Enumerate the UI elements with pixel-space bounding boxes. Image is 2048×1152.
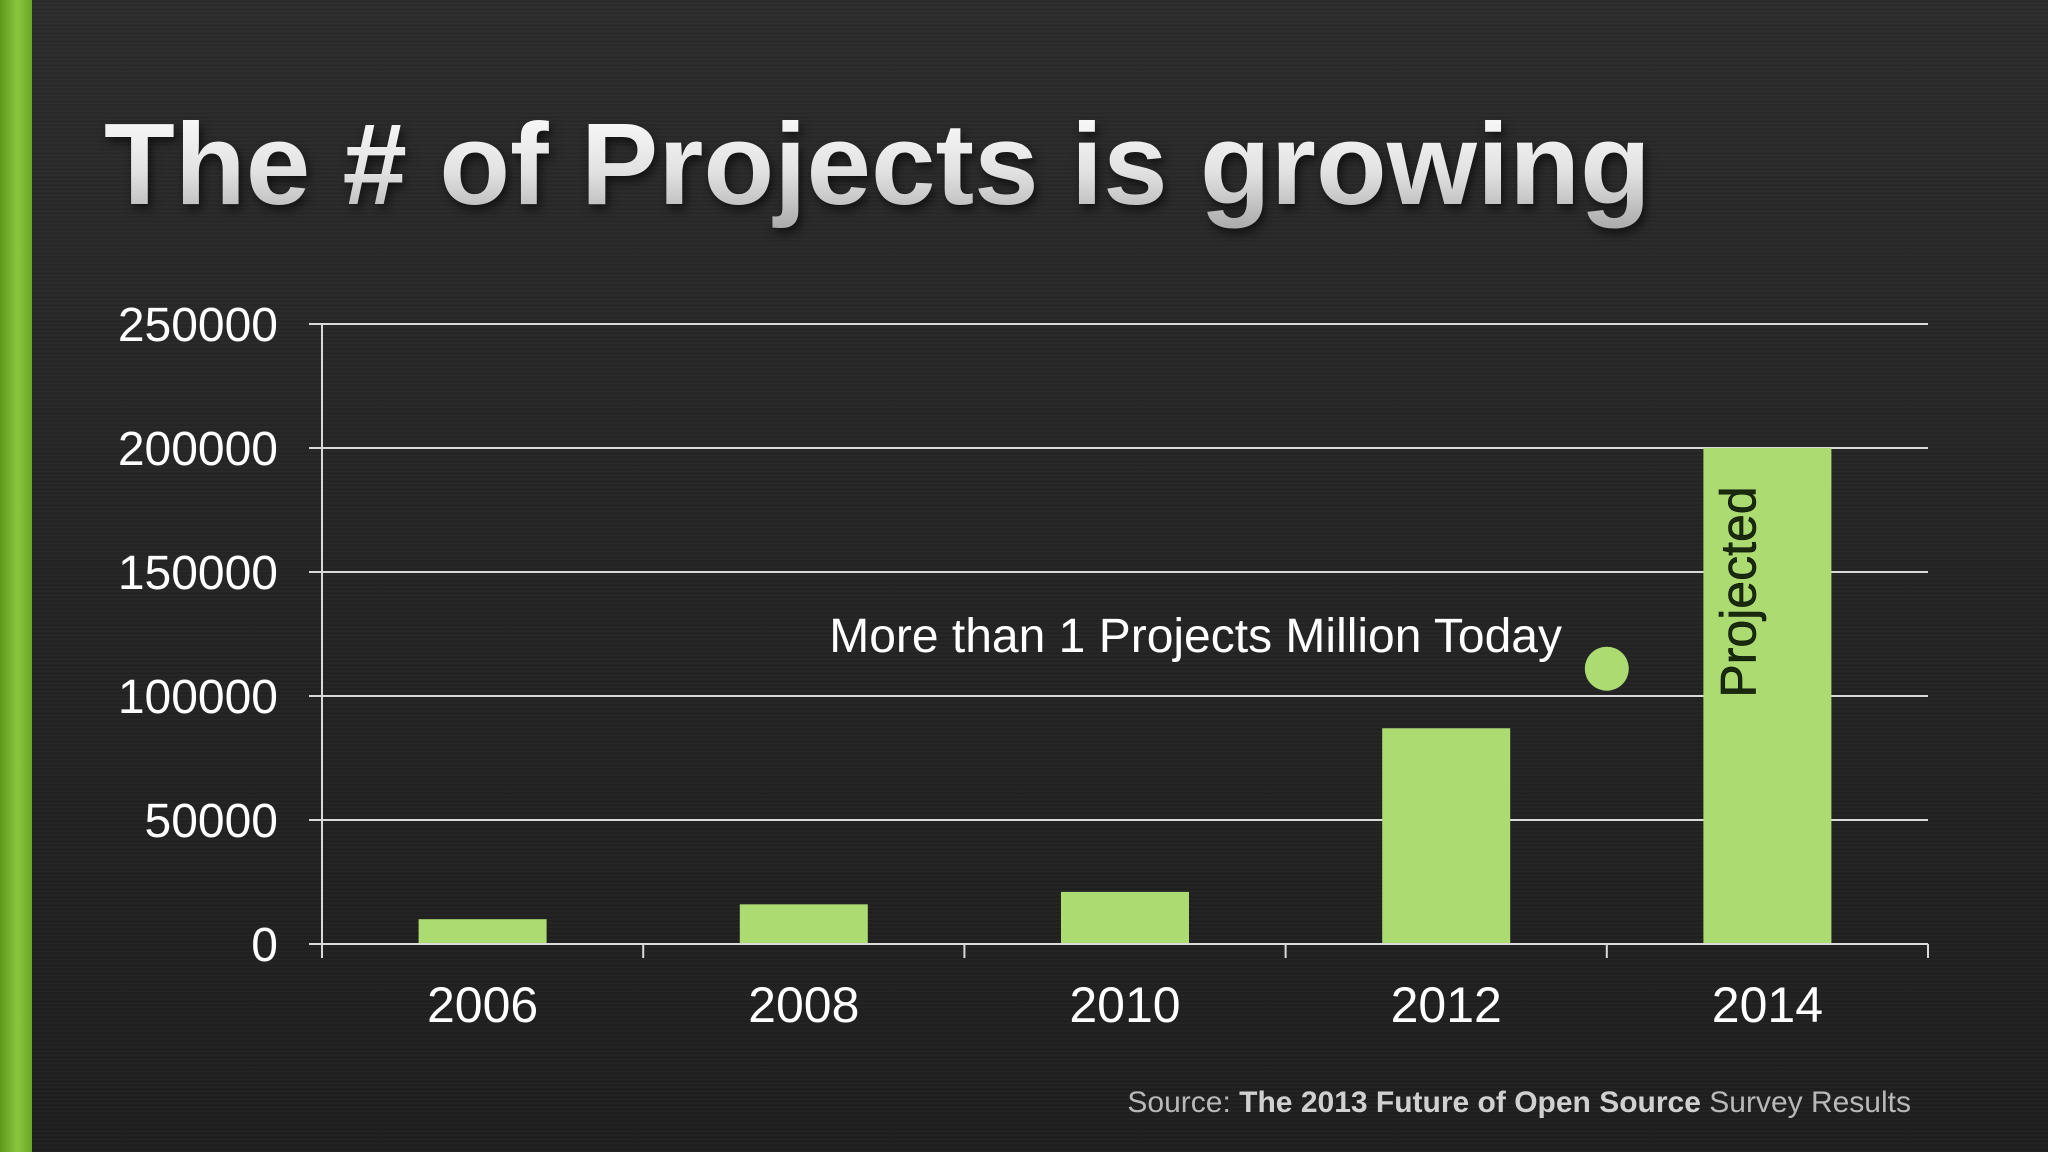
source-suffix: Survey Results xyxy=(1700,1086,1911,1119)
bar-2010 xyxy=(1061,891,1189,944)
bar-2012 xyxy=(1382,728,1511,944)
annotation-text: More than 1 Projects Million Today xyxy=(829,610,1562,663)
y-tick-label: 200000 xyxy=(118,423,278,476)
annotation-marker xyxy=(1584,646,1629,691)
y-tick-label: 50000 xyxy=(145,795,278,848)
x-tick-label: 2014 xyxy=(1712,977,1823,1033)
bar-label-projected: Projected xyxy=(1710,486,1766,697)
slide-title: The # of Projects is growing xyxy=(104,99,1651,229)
y-tick-label: 0 xyxy=(251,919,278,972)
x-tick-label: 2012 xyxy=(1391,977,1502,1033)
y-tick-label: 100000 xyxy=(118,671,278,724)
bar-2006 xyxy=(418,919,547,944)
bar-2008 xyxy=(739,904,868,944)
bar-2014 xyxy=(1703,448,1832,944)
y-tick-label: 250000 xyxy=(118,299,278,352)
x-tick-label: 2008 xyxy=(748,977,859,1033)
source-prefix: Source: xyxy=(1127,1086,1240,1119)
y-tick-label: 150000 xyxy=(118,547,278,600)
source-title: The 2013 Future of Open Source xyxy=(1239,1086,1701,1119)
x-tick-label: 2006 xyxy=(427,977,538,1033)
x-tick-label: 2010 xyxy=(1069,977,1180,1033)
source-citation: Source: The 2013 Future of Open Source S… xyxy=(1127,1086,1911,1120)
accent-bar xyxy=(0,0,32,1152)
